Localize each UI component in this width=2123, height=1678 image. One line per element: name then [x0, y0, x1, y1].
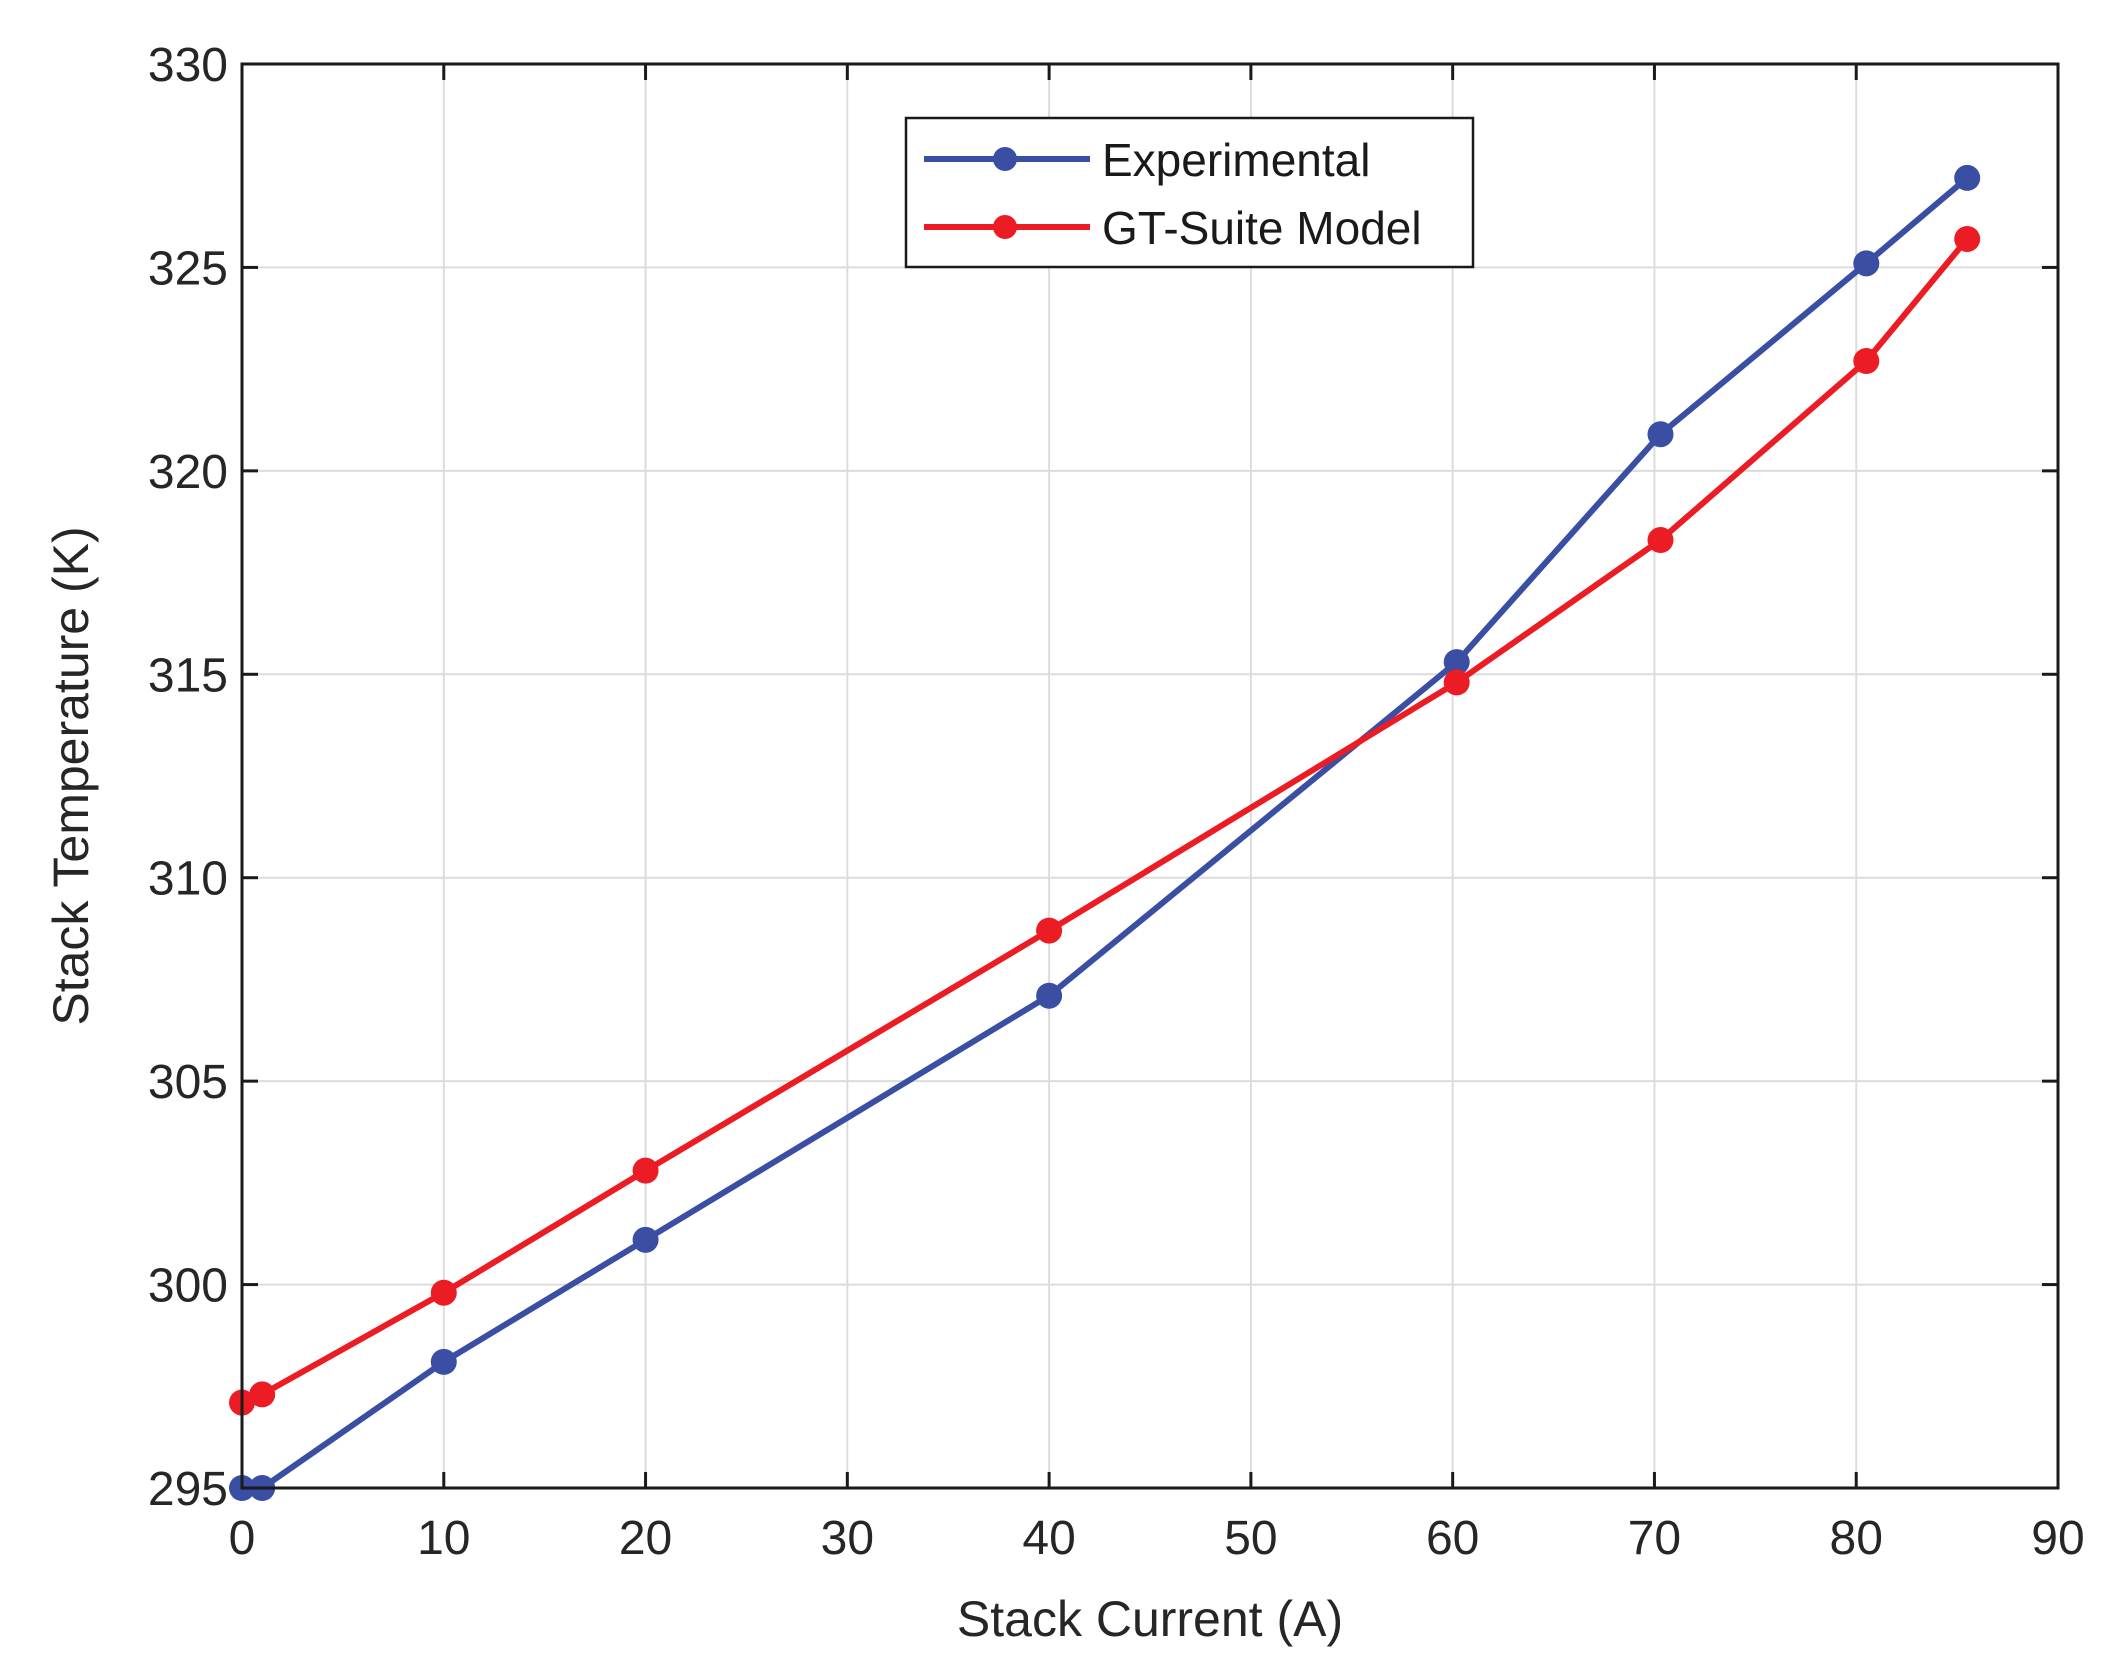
ticks: 0 10 20 30 40 50 60 70 80 90 295 300 305 310 315 320 325… [148, 39, 2085, 1565]
data-point-gt-suite-model [1647, 527, 1674, 554]
data-point-experimental [1443, 649, 1470, 676]
x-tick-label: 70 [1628, 1512, 1681, 1565]
data-point-gt-suite-model [632, 1157, 659, 1184]
series-layer [229, 164, 1981, 1501]
x-tick-label: 90 [2031, 1512, 2084, 1565]
data-point-gt-suite-model [1036, 917, 1063, 944]
series-line-gt-suite-model [240, 237, 1970, 1406]
x-tick-label: 50 [1224, 1512, 1277, 1565]
legend-label-gt-suite-model: GT-Suite Model [1102, 202, 1422, 254]
data-point-experimental [1853, 250, 1880, 277]
legend-box [904, 116, 1475, 269]
y-tick-label: 295 [148, 1463, 228, 1516]
x-tick-label: 60 [1426, 1512, 1479, 1565]
data-point-gt-suite-model [1853, 348, 1880, 375]
data-point-experimental [1036, 982, 1063, 1009]
x-tick-label: 40 [1022, 1512, 1075, 1565]
data-point-gt-suite-model [1954, 225, 1981, 252]
grid [241, 63, 2059, 1489]
legend-marker-gt-suite-model [993, 215, 1017, 239]
y-tick-label: 310 [148, 853, 228, 906]
y-axis-label: Stack Temperature (K) [43, 526, 99, 1025]
y-tick-label: 330 [148, 39, 228, 92]
x-tick-label: 30 [821, 1512, 874, 1565]
data-point-experimental [632, 1226, 659, 1253]
plot-frame [240, 62, 2060, 1490]
legend-label-experimental: Experimental [1102, 134, 1370, 186]
data-point-experimental [1647, 421, 1674, 448]
data-point-experimental [430, 1348, 457, 1375]
y-tick-label: 300 [148, 1260, 228, 1313]
y-tick-label: 305 [148, 1056, 228, 1109]
data-point-gt-suite-model [1443, 669, 1470, 696]
x-tick-label: 80 [1830, 1512, 1883, 1565]
legend: Experimental GT-Suite Model [904, 116, 1475, 269]
y-tick-label: 325 [148, 242, 228, 295]
x-axis-label: Stack Current (A) [957, 1591, 1343, 1647]
y-tick-label: 315 [148, 649, 228, 702]
data-point-gt-suite-model [249, 1381, 276, 1408]
series-line-experimental [242, 175, 1970, 1491]
data-point-gt-suite-model [430, 1279, 457, 1306]
x-tick-label: 10 [417, 1512, 470, 1565]
x-tick-label: 20 [619, 1512, 672, 1565]
legend-marker-experimental [993, 147, 1017, 171]
y-tick-label: 320 [148, 446, 228, 499]
x-tick-label: 0 [229, 1512, 256, 1565]
data-point-experimental [1954, 164, 1981, 191]
